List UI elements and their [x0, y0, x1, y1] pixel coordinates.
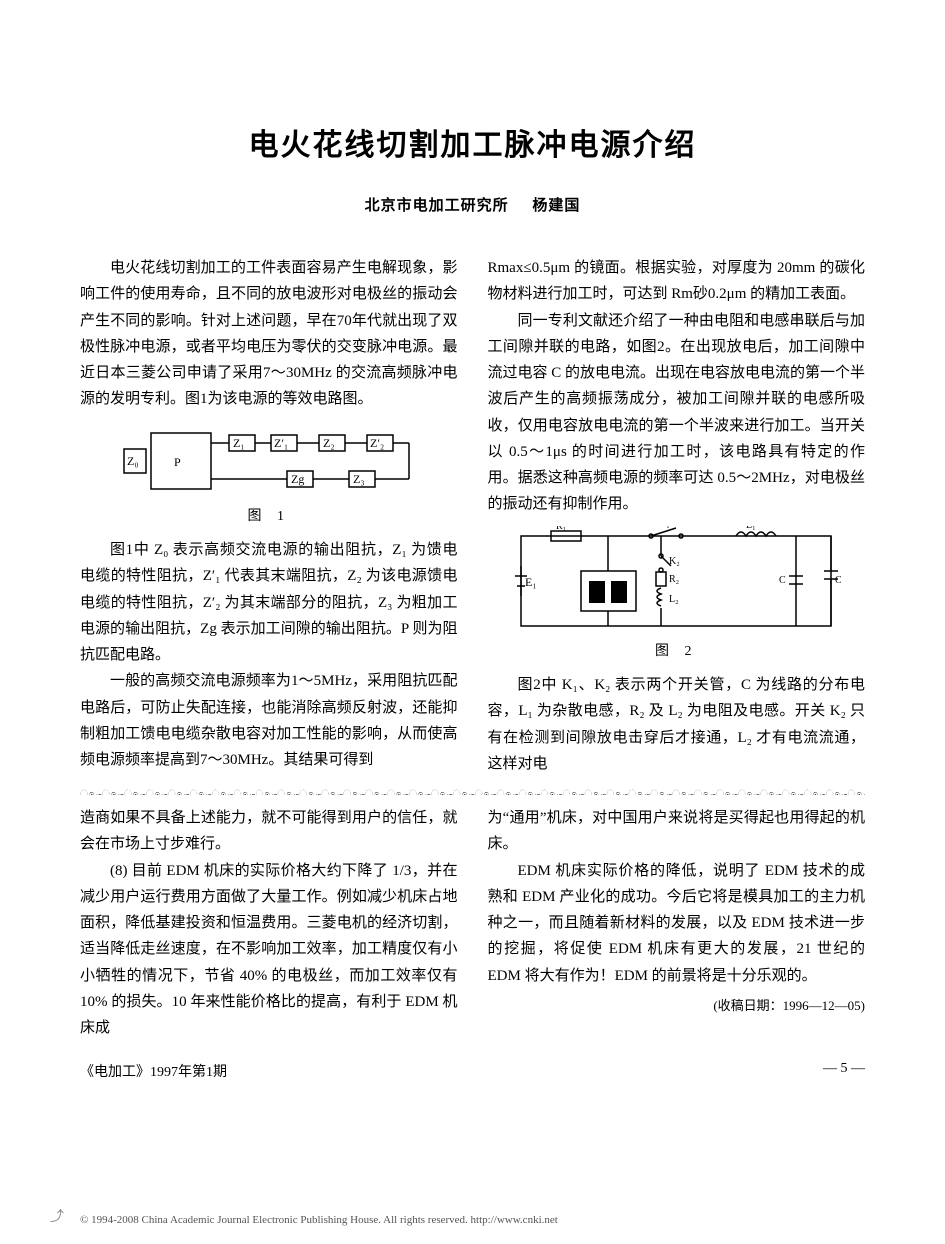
svg-text:Cₘ: Cₘ — [835, 575, 841, 586]
svg-text:E₁: E₁ — [525, 575, 537, 589]
svg-text:C: C — [779, 575, 786, 586]
col-left-top: 电火花线切割加工的工件表面容易产生电解现象，影响工件的使用寿命，且不同的放电波形… — [80, 255, 458, 777]
page-footer: 《电加工》1997年第1期 — 5 — — [80, 1061, 865, 1081]
corner-icon: ⤴ — [50, 1206, 64, 1226]
byline: 北京市电加工研究所 杨建国 — [80, 194, 865, 215]
svg-text:K₁: K₁ — [659, 526, 670, 529]
para-l2: 图1中 Z₀ 表示高频交流电源的输出阻抗，Z₁ 为馈电电缆的特性阻抗，Z′₁ 代… — [80, 537, 458, 668]
page-number: — 5 — — [823, 1061, 865, 1081]
svg-text:R₂: R₂ — [669, 574, 679, 585]
para-l3: 一般的高频交流电源频率为1～5MHz，采用阻抗匹配电路后，可防止失配连接，也能消… — [80, 668, 458, 773]
para-l1: 电火花线切割加工的工件表面容易产生电解现象，影响工件的使用寿命，且不同的放电波形… — [80, 255, 458, 413]
svg-text:R₁: R₁ — [556, 526, 566, 532]
svg-text:Z′₁: Z′₁ — [274, 436, 288, 450]
journal-issue: 《电加工》1997年第1期 — [80, 1061, 227, 1081]
svg-text:Z′₂: Z′₂ — [370, 436, 384, 450]
received-date: (收稿日期：1996—12—05) — [488, 995, 866, 1018]
svg-text:P: P — [174, 455, 181, 469]
upper-columns: 电火花线切割加工的工件表面容易产生电解现象，影响工件的使用寿命，且不同的放电波形… — [80, 255, 865, 777]
svg-text:K₂: K₂ — [669, 556, 680, 567]
article-title: 电火花线切割加工脉冲电源介绍 — [80, 120, 865, 164]
col-right-top: Rmax≤0.5μm 的镜面。根据实验，对厚度为 20mm 的碳化物材料进行加工… — [488, 255, 866, 777]
col-left-bottom: 造商如果不具备上述能力，就不可能得到用户的信任，就会在市场上寸步难行。 (8) … — [80, 805, 458, 1041]
para-rb1: 为“通用”机床，对中国用户来说将是买得起也用得起的机床。 — [488, 805, 866, 858]
svg-text:Zg: Zg — [291, 472, 304, 486]
para-lb2: (8) 目前 EDM 机床的实际价格大约下降了 1/3，并在减少用户运行费用方面… — [80, 858, 458, 1042]
para-r2: 同一专利文献还介绍了一种由电阻和电感串联后与加工间隙并联的电路，如图2。在出现放… — [488, 308, 866, 518]
svg-text:Z₁: Z₁ — [233, 436, 245, 450]
author: 杨建国 — [532, 198, 580, 214]
svg-text:Z₂: Z₂ — [323, 436, 335, 450]
para-lb1: 造商如果不具备上述能力，就不可能得到用户的信任，就会在市场上寸步难行。 — [80, 805, 458, 858]
figure-2: E₁ R₁ K₁ L₁ C — [511, 526, 841, 636]
svg-text:Z₀: Z₀ — [127, 454, 139, 468]
para-r3: 图2中 K₁、K₂ 表示两个开关管，C 为线路的分布电容，L₁ 为杂散电感，R₂… — [488, 672, 866, 777]
para-r1: Rmax≤0.5μm 的镜面。根据实验，对厚度为 20mm 的碳化物材料进行加工… — [488, 255, 866, 308]
svg-text:L₁: L₁ — [746, 526, 756, 531]
lower-columns: 造商如果不具备上述能力，就不可能得到用户的信任，就会在市场上寸步难行。 (8) … — [80, 805, 865, 1041]
affiliation: 北京市电加工研究所 — [365, 198, 509, 214]
figure-1-caption: 图 1 — [80, 505, 458, 530]
section-divider: ೂ∽ೂ∽ೂ∽ೂ∽ೂ∽ೂ∽ೂ∽ೂ∽ೂ∽ೂ∽ೂ∽ೂ∽ೂ∽ೂ∽ೂ∽ೂ∽ೂ∽ೂ∽ೂ∽ೂ∽… — [80, 789, 865, 795]
figure-2-caption: 图 2 — [488, 640, 866, 665]
copyright-line: © 1994-2008 China Academic Journal Elect… — [80, 1214, 558, 1226]
page: 电火花线切割加工脉冲电源介绍 北京市电加工研究所 杨建国 电火花线切割加工的工件… — [0, 0, 945, 1244]
para-rb2: EDM 机床实际价格的降低，说明了 EDM 技术的成熟和 EDM 产业化的成功。… — [488, 858, 866, 989]
col-right-bottom: 为“通用”机床，对中国用户来说将是买得起也用得起的机床。 EDM 机床实际价格的… — [488, 805, 866, 1041]
figure-1: Z₀ P Z₁ Z′₁ Z₂ Z′₂ — [119, 421, 419, 501]
svg-text:Z₃: Z₃ — [353, 472, 365, 486]
svg-text:L₂: L₂ — [669, 594, 679, 605]
